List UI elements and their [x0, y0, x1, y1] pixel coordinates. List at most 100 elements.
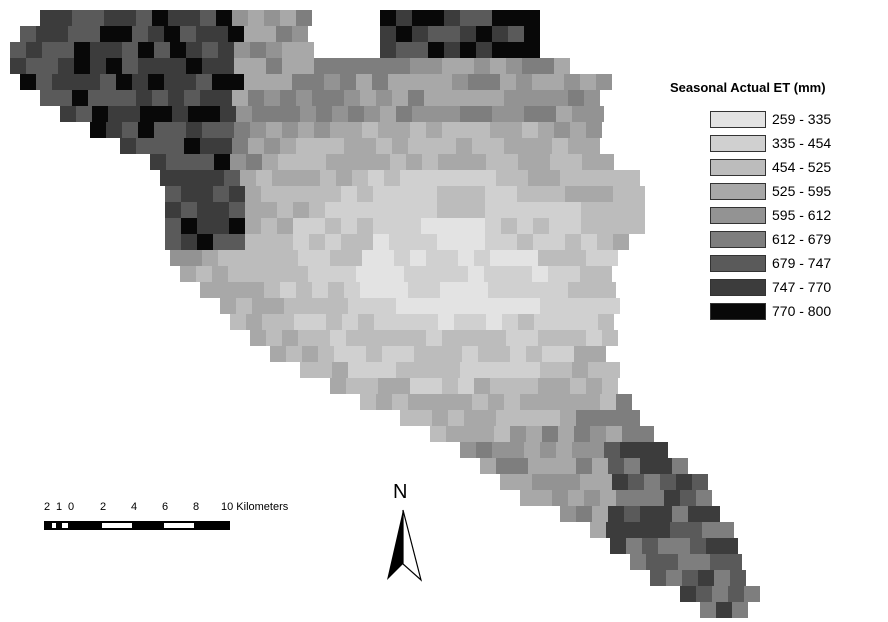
- raster-cell: [508, 298, 524, 314]
- raster-cell: [596, 266, 612, 282]
- raster-cell: [572, 106, 588, 122]
- raster-cell: [378, 378, 394, 394]
- raster-cell: [302, 346, 318, 362]
- raster-cell: [270, 346, 286, 362]
- raster-cell: [508, 442, 524, 458]
- raster-cell: [138, 122, 154, 138]
- raster-cell: [526, 346, 542, 362]
- raster-cell: [181, 218, 197, 234]
- raster-cell: [380, 42, 396, 58]
- raster-cell: [186, 250, 202, 266]
- raster-cell: [584, 490, 600, 506]
- raster-cell: [644, 474, 660, 490]
- raster-cell: [506, 250, 522, 266]
- raster-cell: [180, 74, 196, 90]
- raster-cell: [442, 122, 458, 138]
- raster-cell: [518, 154, 534, 170]
- raster-cell: [262, 154, 278, 170]
- raster-cell: [396, 10, 412, 26]
- raster-cell: [202, 58, 218, 74]
- raster-cell: [484, 74, 500, 90]
- raster-cell: [458, 330, 474, 346]
- raster-cell: [592, 410, 608, 426]
- raster-cell: [613, 234, 629, 250]
- raster-cell: [428, 42, 444, 58]
- raster-cell: [314, 250, 330, 266]
- raster-cell: [474, 122, 490, 138]
- legend-item: 679 - 747: [710, 251, 885, 275]
- raster-cell: [550, 314, 566, 330]
- raster-cell: [586, 378, 602, 394]
- raster-cell: [542, 346, 558, 362]
- raster-cell: [560, 410, 576, 426]
- raster-cell: [198, 154, 214, 170]
- raster-cell: [570, 330, 586, 346]
- raster-cell: [680, 490, 696, 506]
- raster-cell: [26, 58, 42, 74]
- raster-cell: [388, 74, 404, 90]
- raster-cell: [462, 426, 478, 442]
- raster-cell: [170, 42, 186, 58]
- raster-cell: [672, 458, 688, 474]
- raster-cell: [510, 426, 526, 442]
- raster-cell: [624, 410, 640, 426]
- raster-cell: [10, 42, 26, 58]
- raster-cell: [252, 106, 268, 122]
- raster-cell: [154, 58, 170, 74]
- raster-cell: [534, 314, 550, 330]
- raster-cell: [476, 298, 492, 314]
- raster-cell: [244, 74, 260, 90]
- raster-cell: [332, 298, 348, 314]
- raster-cell: [309, 186, 325, 202]
- raster-cell: [664, 490, 680, 506]
- raster-cell: [245, 202, 261, 218]
- raster-cell: [376, 138, 392, 154]
- raster-cell: [362, 330, 378, 346]
- raster-cell: [454, 154, 470, 170]
- raster-cell: [554, 330, 570, 346]
- raster-cell: [517, 186, 533, 202]
- raster-cell: [596, 474, 612, 490]
- raster-cell: [520, 490, 536, 506]
- raster-cell: [200, 138, 216, 154]
- raster-cell: [272, 170, 288, 186]
- raster-cell: [728, 586, 744, 602]
- raster-cell: [260, 266, 276, 282]
- raster-cell: [469, 186, 485, 202]
- raster-cell: [654, 522, 670, 538]
- raster-cell: [341, 202, 357, 218]
- raster-cell: [610, 538, 626, 554]
- raster-cell: [326, 314, 342, 330]
- raster-cell: [373, 202, 389, 218]
- raster-cell: [250, 58, 266, 74]
- raster-cell: [520, 138, 536, 154]
- raster-cell: [652, 442, 668, 458]
- raster-cell: [260, 74, 276, 90]
- raster-cell: [506, 378, 522, 394]
- raster-cell: [164, 74, 180, 90]
- raster-cell: [90, 58, 106, 74]
- raster-cell: [344, 90, 360, 106]
- raster-cell: [186, 42, 202, 58]
- raster-cell: [212, 26, 228, 42]
- raster-cell: [694, 554, 710, 570]
- raster-cell: [374, 154, 390, 170]
- raster-cell: [300, 298, 316, 314]
- raster-cell: [261, 234, 277, 250]
- raster-cell: [318, 346, 334, 362]
- raster-cell: [357, 234, 373, 250]
- raster-cell: [122, 42, 138, 58]
- raster-cell: [298, 42, 314, 58]
- raster-cell: [552, 394, 568, 410]
- raster-cell: [452, 74, 468, 90]
- raster-cell: [36, 74, 52, 90]
- raster-cell: [430, 346, 446, 362]
- raster-cell: [534, 154, 550, 170]
- raster-cell: [680, 586, 696, 602]
- raster-cell: [490, 250, 506, 266]
- raster-cell: [298, 122, 314, 138]
- raster-cell: [412, 362, 428, 378]
- raster-cell: [556, 442, 572, 458]
- raster-cell: [376, 394, 392, 410]
- raster-cell: [726, 554, 742, 570]
